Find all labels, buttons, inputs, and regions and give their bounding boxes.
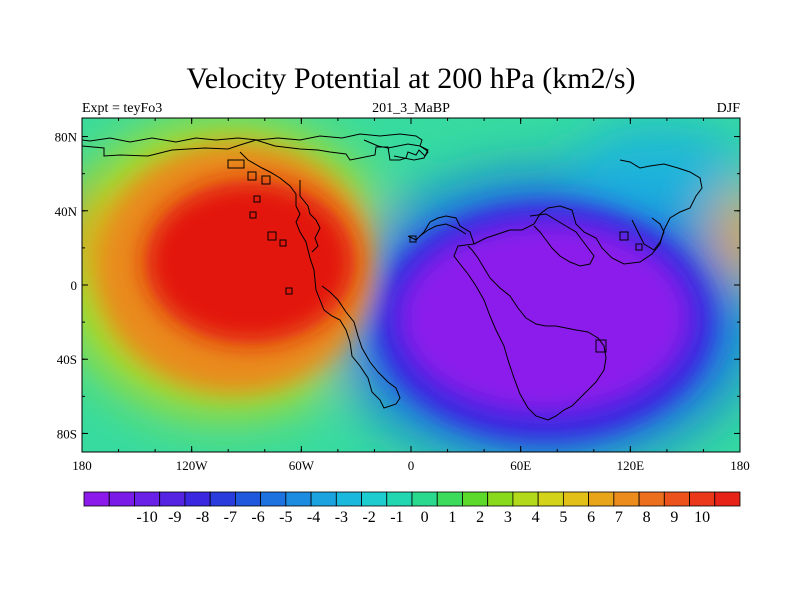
colorbar-label: 9 [670,509,678,526]
coastline-north-america-west [239,151,325,311]
colorbar-swatch [234,491,262,507]
colorbar-swatch [537,491,564,507]
colorbar-swatch [108,491,135,507]
y-tick-label: 40S [57,352,77,367]
colorbar-label: 0 [421,509,429,526]
colorbar-swatch [285,491,312,507]
colorbar-label: 2 [476,509,484,526]
coastline-mediterranean [419,223,467,237]
colorbar-swatch [159,491,186,507]
colorbar-swatch [209,491,236,507]
x-tick-label: 60E [510,458,531,473]
x-tick-label: 180 [72,458,92,473]
velocity-potential-field [82,118,740,452]
colorbar-label: 6 [587,509,595,526]
y-axis: 80N 40N 0 40S 80S [55,130,740,441]
colorbar-swatch [689,491,716,507]
north-pacific-band [570,125,740,215]
colorbar-swatch [411,491,438,507]
colorbar-swatch [335,491,362,507]
colorbar-swatch [588,491,615,507]
colorbar-swatch [613,491,640,507]
colorbar-swatch [487,491,514,507]
colorbar-label: -10 [136,509,157,526]
coastline-islands-2 [227,159,271,185]
season-label: DJF [717,101,741,116]
y-tick-label: 80N [55,130,78,145]
colorbar-label: -4 [307,509,320,526]
positive-core [145,180,355,344]
colorbar-label: 8 [643,509,651,526]
x-tick-label: 0 [408,458,415,473]
y-tick-label: 40N [55,204,78,219]
x-axis: 180 120W 60W 0 60E 120E 180 [72,118,750,473]
coastline-north-america [82,133,429,161]
colorbar-swatch [638,491,665,507]
colorbar-swatch [462,491,489,507]
field-cores [145,180,690,413]
colorbar-label: -1 [390,509,403,526]
experiment-label: Expt = teyFo3 [82,101,162,116]
coastline-europe-africa [407,215,607,421]
colorbar-label: -6 [251,509,264,526]
colorbar-swatch [361,491,388,507]
colorbar: -10 -9 -8 -7 -6 -5 -4 -3 -2 -1 0 1 2 3 4 5 6 7 8 9 10 [83,491,741,526]
coastline-greenland [363,139,429,161]
chart-title: Velocity Potential at 200 hPa (km2/s) [186,62,635,95]
colorbar-swatch [562,491,590,507]
colorbar-swatch [83,491,110,507]
coastline-indochina [631,217,665,251]
colorbar-swatch [714,491,741,507]
y-tick-label: 80S [57,426,77,441]
colorbar-swatch [260,491,287,507]
colorbar-label: 1 [448,509,456,526]
colorbar-swatch [184,491,211,507]
colorbar-label: 7 [615,509,623,526]
colorbar-label: -8 [196,509,209,526]
coastlines [82,133,703,421]
coastline-asia [473,159,703,265]
y-tick-label: 0 [71,278,78,293]
x-tick-label: 120W [176,458,209,473]
coastline-arabia [529,213,595,267]
colorbar-label: -5 [279,509,292,526]
negative-core [400,223,690,413]
colorbar-swatch [436,491,463,507]
colorbar-label: -7 [224,509,237,526]
colorbar-swatch [134,491,161,507]
east-edge-band [715,190,740,280]
colorbar-swatch [310,491,337,507]
x-tick-label: 180 [730,458,750,473]
colorbar-label: 4 [532,509,540,526]
coastline-north-america-east [299,180,321,253]
colorbar-label: 10 [694,509,710,526]
colorbar-label: -3 [335,509,348,526]
colorbar-label: 3 [504,509,512,526]
colorbar-swatch [512,491,539,507]
run-label: 201_3_MaBP [372,101,450,116]
x-tick-label: 60W [289,458,315,473]
colorbar-label: -2 [362,509,375,526]
coastline-islands-3 [409,231,643,353]
x-tick-label: 120E [617,458,645,473]
coastline-south-america [321,285,401,409]
coastline-islands-1 [249,195,293,295]
colorbar-label: -9 [168,509,181,526]
colorbar-swatch [386,491,413,507]
colorbar-swatch [663,491,690,507]
colorbar-label: 5 [559,509,567,526]
